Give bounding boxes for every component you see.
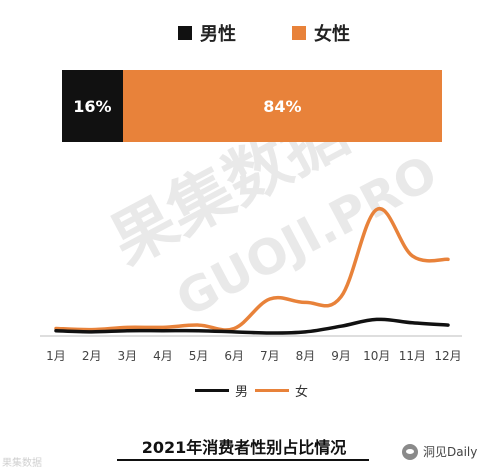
x-tick-label: 6月: [224, 349, 244, 363]
gender-share-bar: 16% 84%: [62, 70, 442, 142]
x-tick-label: 11月: [399, 349, 426, 363]
x-tick-label: 1月: [46, 349, 66, 363]
legend-line-male: [195, 389, 229, 392]
x-tick-label: 9月: [331, 349, 351, 363]
legend-item-line-male: 男: [195, 381, 248, 400]
top-legend: 男性 女性: [0, 20, 488, 48]
legend-item-male: 男性: [178, 20, 236, 46]
female-share-segment: 84%: [122, 70, 442, 142]
male-share-label: 16%: [73, 96, 112, 116]
legend-line-female: [255, 389, 289, 392]
male-share-segment: 16%: [62, 70, 123, 142]
x-tick-label: 2月: [82, 349, 102, 363]
legend-line-label-female: 女: [295, 385, 309, 400]
legend-item-line-female: 女: [255, 381, 308, 400]
series-line-female: [54, 207, 450, 332]
x-tick-label: 4月: [153, 349, 173, 363]
series-line-male: [54, 317, 450, 335]
legend-swatch-male: [178, 26, 192, 40]
brand-badge: 洞见Daily: [402, 443, 477, 460]
x-tick-label: 3月: [117, 349, 137, 363]
x-tick-label: 5月: [189, 349, 209, 363]
x-tick-label: 10月: [363, 349, 390, 363]
wechat-icon: [402, 443, 418, 460]
legend-line-label-male: 男: [235, 385, 249, 400]
legend-label-male: 男性: [200, 24, 236, 45]
x-tick-label: 12月: [434, 349, 461, 363]
legend-label-female: 女性: [314, 24, 350, 45]
legend-item-female: 女性: [292, 20, 350, 46]
x-tick-label: 8月: [296, 349, 316, 363]
x-tick-label: 7月: [260, 349, 280, 363]
female-share-label: 84%: [263, 96, 302, 116]
brand-label: 洞见Daily: [423, 445, 478, 459]
legend-swatch-female: [292, 26, 306, 40]
chart-title: 2021年消费者性别占比情况: [141, 438, 347, 457]
title-underline: [117, 459, 369, 461]
bottom-legend: 男 女: [0, 381, 488, 401]
